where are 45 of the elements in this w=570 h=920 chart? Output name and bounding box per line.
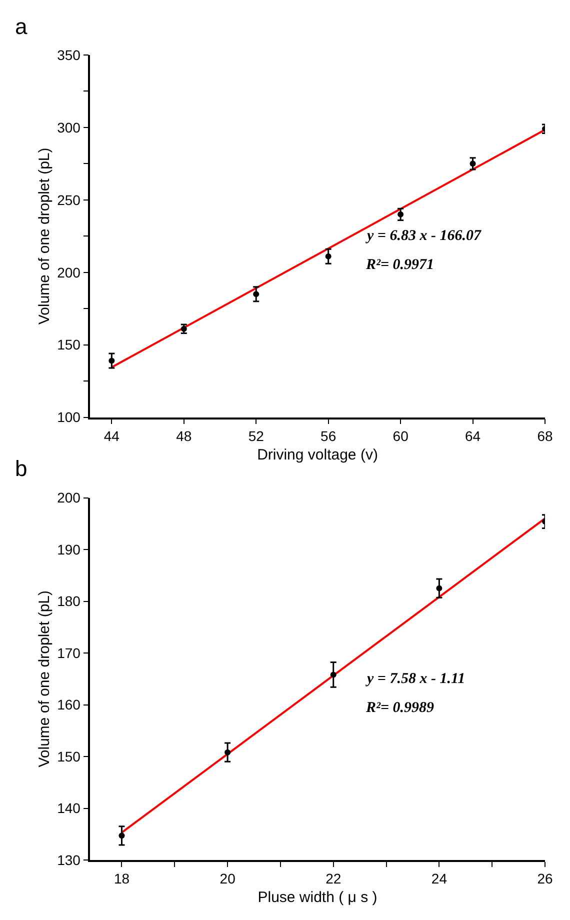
- chart-title: a: [15, 14, 28, 39]
- annotation: y = 6.83 x - 166.07: [365, 228, 482, 244]
- x-axis-title: Pluse width ( μ s ): [258, 889, 378, 906]
- x-tick-label: 48: [176, 428, 192, 444]
- y-tick-label: 150: [57, 748, 81, 764]
- y-axis-title: Volume of one droplet (pL): [36, 590, 53, 768]
- y-tick-label: 150: [57, 336, 81, 353]
- y-tick-label: 180: [57, 593, 81, 610]
- point: [325, 253, 332, 260]
- x-tick-label: 18: [114, 870, 130, 887]
- y-tick-label: 300: [57, 119, 81, 136]
- x-tick-label: 56: [320, 428, 336, 444]
- y-tick-label: 130: [57, 852, 81, 868]
- point: [330, 672, 336, 678]
- y-tick-label: 350: [57, 46, 81, 63]
- y-tick-label: 140: [57, 800, 81, 816]
- x-tick-label: 20: [220, 870, 236, 887]
- x-tick-label: 68: [537, 428, 553, 444]
- annotation: y = 7.58 x - 1.11: [365, 671, 466, 687]
- x-tick-label: 26: [537, 870, 553, 887]
- x-tick-label: 22: [326, 870, 342, 887]
- y-tick-label: 100: [57, 409, 81, 426]
- chart-title: b: [15, 456, 28, 481]
- annotation: R²= 0.9971: [365, 257, 434, 273]
- y-tick-label: 190: [57, 541, 81, 558]
- point: [224, 749, 231, 756]
- point: [470, 160, 476, 167]
- point: [436, 585, 442, 592]
- x-tick-label: 64: [464, 428, 481, 444]
- annotation: R²= 0.9989: [365, 700, 435, 716]
- y-tick-label: 250: [57, 192, 81, 208]
- point: [398, 211, 404, 218]
- y-tick-label: 200: [57, 490, 81, 506]
- y-axis-title: Volume of one droplet (pL): [36, 148, 53, 325]
- point: [118, 832, 125, 839]
- y-tick-label: 160: [57, 696, 81, 713]
- x-axis-title: Driving voltage (v): [257, 446, 378, 464]
- x-tick-label: 60: [392, 428, 409, 444]
- x-tick-label: 52: [248, 428, 264, 444]
- y-tick-label: 170: [57, 644, 81, 661]
- y-tick-label: 200: [57, 264, 81, 280]
- point: [108, 358, 115, 364]
- x-tick-label: 24: [431, 870, 448, 887]
- x-tick-label: 44: [104, 428, 120, 444]
- point: [253, 291, 260, 298]
